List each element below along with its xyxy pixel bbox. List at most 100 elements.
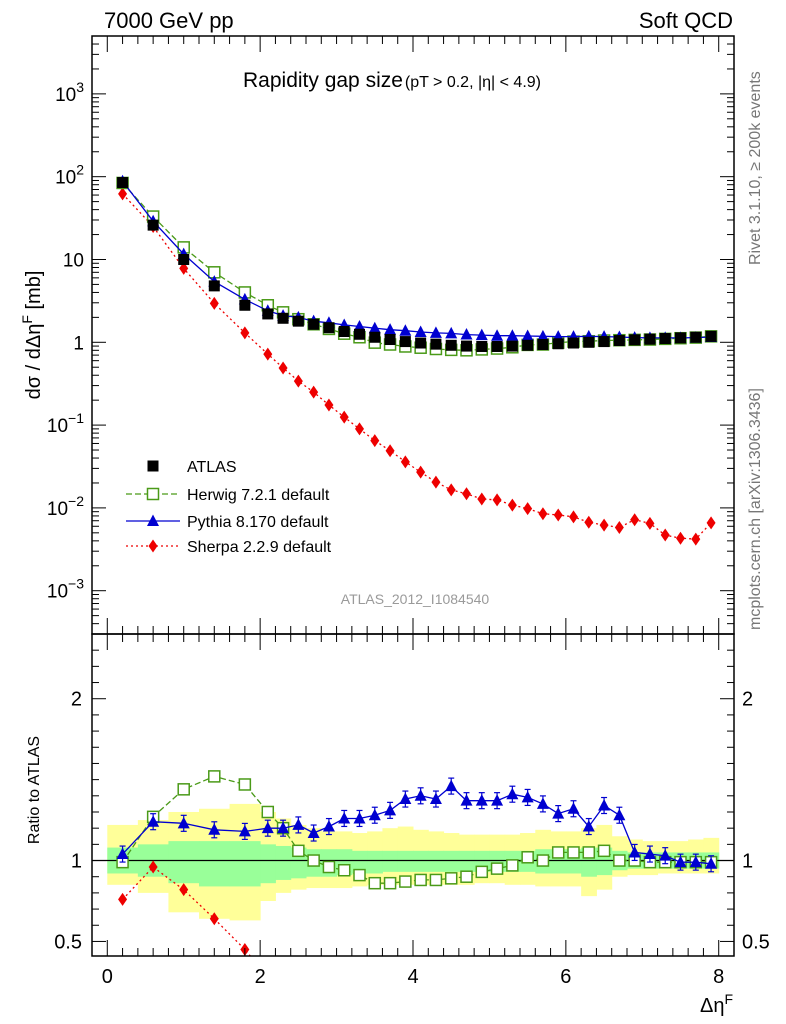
pythia-ratio-point: [521, 790, 534, 803]
y-tick-label-main: 10−3: [47, 576, 84, 603]
pythia-ratio-point: [384, 803, 397, 816]
sherpa-point: [492, 493, 502, 507]
atlas-point: [384, 334, 396, 346]
pythia-point: [491, 329, 504, 341]
x-tick-label: 2: [255, 966, 266, 988]
sherpa-point: [278, 361, 288, 375]
atlas-point: [644, 333, 656, 345]
atlas-point: [415, 337, 427, 349]
pythia-ratio-point: [460, 794, 473, 806]
sherpa-point: [569, 510, 578, 524]
atlas-point: [629, 334, 641, 346]
pythia-point: [414, 325, 427, 338]
atlas-point: [552, 338, 564, 350]
sherpa-point: [263, 347, 273, 361]
sherpa-ratio-point: [179, 883, 189, 897]
sherpa-point: [507, 498, 517, 512]
inner-band-bin: [443, 850, 460, 872]
sherpa-point: [446, 483, 456, 497]
herwig-ratio-point: [414, 873, 427, 887]
inner-band-bin: [260, 844, 276, 884]
pythia-ratio-series: [116, 777, 718, 873]
sherpa-point: [385, 444, 395, 458]
atlas-point: [117, 177, 129, 189]
pythia-ratio-point: [307, 826, 320, 839]
atlas-point: [178, 253, 190, 265]
atlas-point: [262, 308, 274, 320]
inner-band-bin: [428, 850, 445, 872]
sherpa-point: [462, 487, 471, 501]
pythia-ratio-point: [674, 855, 687, 868]
pythia-point: [475, 328, 488, 341]
atlas-point: [568, 337, 579, 349]
pythia-ratio-point: [338, 811, 351, 824]
herwig-ratio-point: [208, 770, 221, 783]
inner-band-bin: [229, 841, 261, 887]
sherpa-point: [416, 465, 426, 479]
atlas-point: [613, 335, 625, 347]
sherpa-point: [339, 410, 349, 424]
sherpa-point: [118, 187, 128, 201]
atlas-point: [537, 339, 549, 351]
herwig-ratio-point: [353, 868, 366, 882]
sherpa-ratio-series: [118, 860, 252, 956]
sherpa-point: [179, 261, 189, 275]
atlas-point: [277, 312, 289, 324]
pythia-ratio-point: [705, 857, 718, 869]
pythia-ratio-point: [429, 792, 442, 805]
sherpa-ratio-point: [118, 892, 128, 906]
legend-label-sherpa: Sherpa 2.2.9 default: [187, 539, 332, 556]
pythia-ratio-point: [689, 855, 702, 868]
chart-title: Rapidity gap size: [243, 69, 403, 92]
herwig-ratio-point: [490, 862, 504, 875]
herwig-ratio-point: [307, 854, 320, 867]
pythia-ratio-point: [147, 815, 160, 827]
inner-band-bin: [351, 850, 368, 874]
sherpa-point: [553, 508, 563, 522]
sherpa-point: [240, 326, 250, 340]
pythia-line: [122, 180, 712, 339]
sherpa-point: [324, 398, 334, 412]
y-tick-label-ratio-right: 2: [742, 689, 753, 711]
atlas-point: [338, 325, 350, 337]
atlas-point: [292, 315, 304, 327]
y-tick-label-main: 10−1: [47, 410, 84, 437]
sherpa-point: [209, 296, 219, 310]
pythia-ratio-point: [628, 845, 641, 858]
pythia-ratio-point: [116, 847, 129, 860]
atlas-point: [147, 219, 159, 231]
atlas-point: [354, 328, 365, 340]
pythia-ratio-point: [353, 811, 366, 824]
sherpa-point: [538, 507, 548, 521]
y-tick-label-main: 102: [55, 162, 84, 189]
sherpa-series: [118, 187, 716, 546]
atlas-point: [659, 333, 671, 345]
sherpa-point: [370, 434, 380, 448]
pythia-point: [536, 329, 549, 342]
uncertainty-bands: [107, 803, 720, 921]
pythia-point: [368, 321, 381, 334]
sherpa-point: [660, 528, 670, 542]
pythia-ratio-point: [506, 787, 519, 800]
ratio-plot-panel: 0 2 4 6 8 0.5 0.5 1 1 2 2 Ratio to ATLAS ΔηF: [26, 633, 770, 1017]
herwig-ratio-point: [582, 846, 596, 859]
legend-marker-herwig: [146, 487, 160, 501]
y-tick-label-main: 1: [73, 333, 84, 354]
pythia-ratio-point: [598, 799, 611, 811]
pythia-point: [445, 326, 458, 339]
herwig-ratio-point: [613, 854, 626, 867]
legend-marker-atlas: [147, 460, 159, 472]
pythia-point: [399, 324, 412, 336]
y-tick-label-ratio-right: 0.5: [742, 931, 770, 953]
sherpa-point: [523, 502, 533, 516]
pythia-ratio-point: [238, 824, 251, 837]
y-tick-label-ratio: 0.5: [54, 931, 82, 953]
y-tick-label-ratio: 2: [71, 689, 82, 711]
herwig-ratio-point: [536, 854, 550, 867]
atlas-point: [461, 340, 472, 352]
inner-band-bin: [168, 841, 200, 884]
inner-band-bin: [397, 850, 414, 872]
mcplots-label: mcplots.cern.ch [arXiv:1306.3436]: [747, 388, 764, 630]
herwig-ratio-point: [383, 876, 397, 890]
inner-band-bin: [367, 850, 383, 874]
